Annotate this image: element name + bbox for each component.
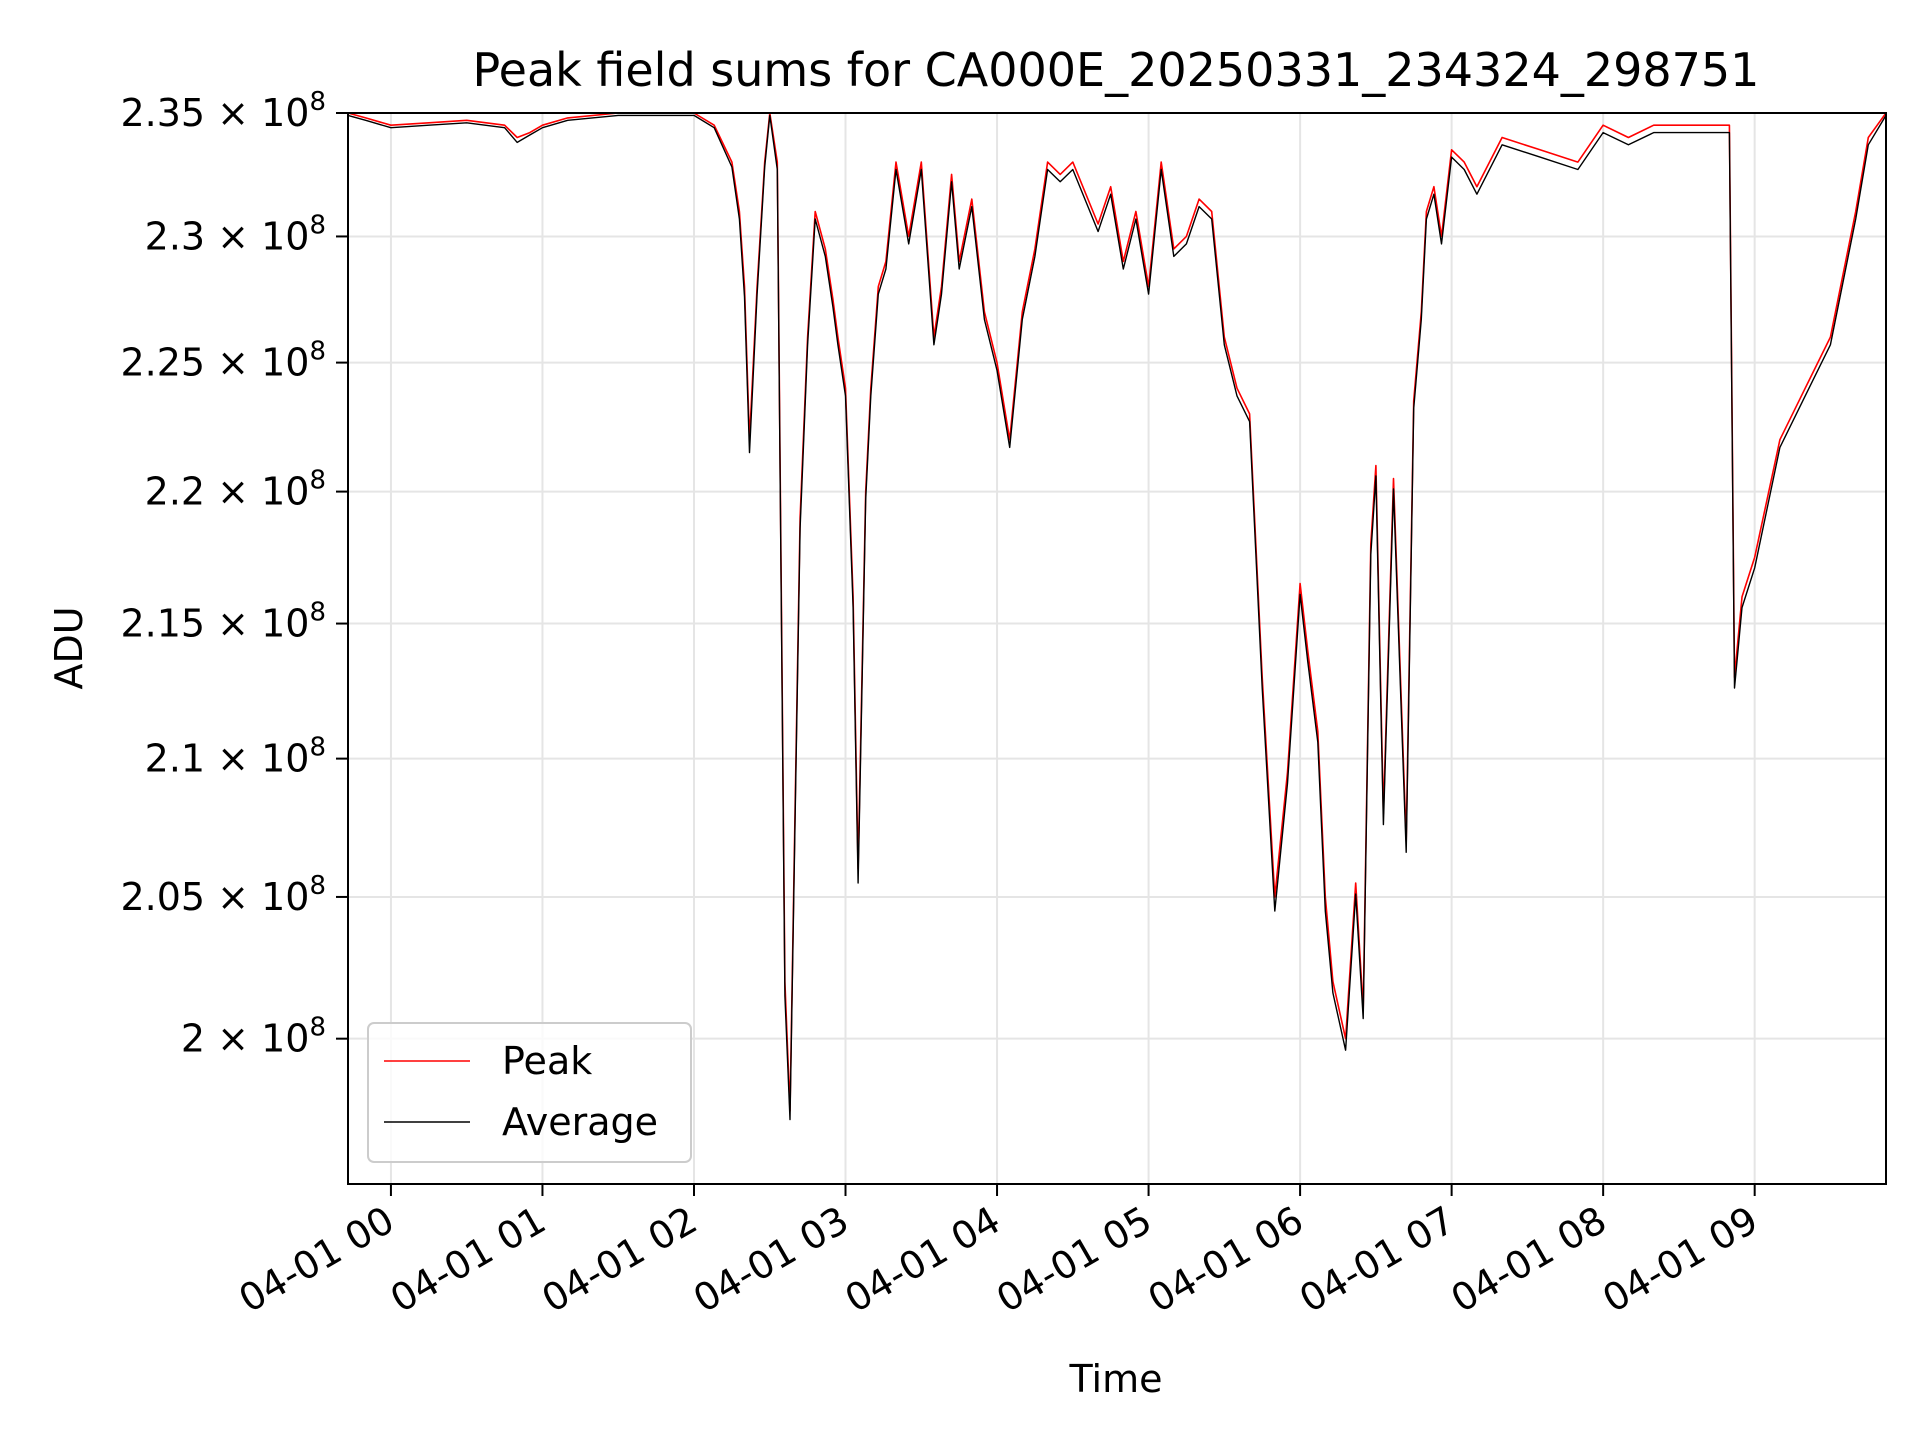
- x-tick-label: 04-01 00: [231, 1198, 401, 1322]
- series-line-peak: [347, 112, 1887, 1112]
- legend-label-peak: Peak: [502, 1039, 592, 1083]
- plot-frame: [347, 112, 1887, 1185]
- x-tick-label: 04-01 02: [535, 1198, 705, 1322]
- y-axis: 2 × 108 2.05 × 108 2.1 × 108 2.15 × 108 2.2 …: [120, 87, 348, 1061]
- x-tick-label: 04-01 08: [1444, 1198, 1614, 1322]
- x-tick-label: 04-01 07: [1292, 1198, 1462, 1322]
- x-tick-label: 04-01 04: [838, 1198, 1008, 1322]
- plot-lines: [347, 112, 1887, 1121]
- legend: Peak Average: [367, 1022, 692, 1163]
- y-axis-label: ADU: [47, 606, 91, 689]
- x-tick-label: 04-01 06: [1141, 1198, 1311, 1322]
- y-tick-label: 2 × 108: [181, 1013, 326, 1061]
- x-tick-label: 04-01 03: [686, 1198, 856, 1322]
- legend-label-average: Average: [502, 1100, 658, 1144]
- x-tick-label: 04-01 05: [989, 1198, 1159, 1322]
- chart-title: Peak field sums for CA000E_20250331_2343…: [473, 43, 1760, 97]
- y-tick-label: 2.3 × 108: [145, 210, 326, 258]
- y-tick-label: 2.15 × 108: [120, 598, 326, 646]
- y-tick-label: 2.2 × 108: [145, 466, 326, 514]
- y-tick-label: 2.05 × 108: [120, 871, 326, 919]
- y-tick-label: 2.25 × 108: [120, 337, 326, 385]
- legend-box: [367, 1022, 692, 1163]
- series-line-average: [347, 114, 1887, 1121]
- x-axis-label: Time: [1069, 1357, 1163, 1401]
- y-tick-label: 2.1 × 108: [145, 733, 326, 781]
- x-tick-label: 04-01 09: [1595, 1198, 1765, 1322]
- x-tick-label: 04-01 01: [383, 1198, 553, 1322]
- y-tick-label: 2.35 × 108: [120, 87, 326, 135]
